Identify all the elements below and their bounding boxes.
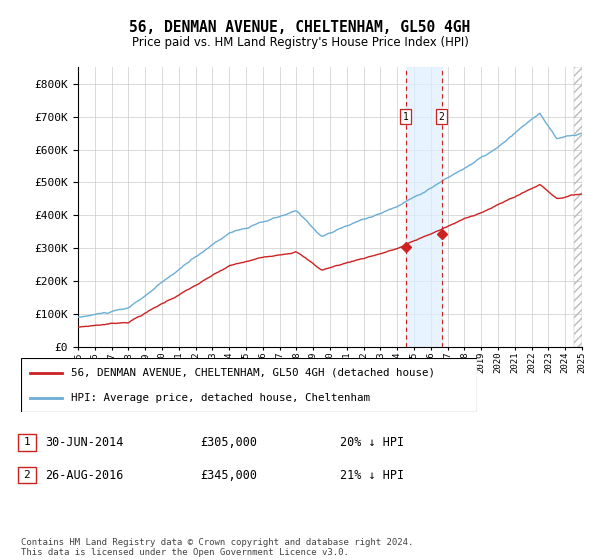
Text: £345,000: £345,000 [200, 469, 257, 482]
Text: 30-JUN-2014: 30-JUN-2014 [45, 436, 124, 449]
Text: 56, DENMAN AVENUE, CHELTENHAM, GL50 4GH: 56, DENMAN AVENUE, CHELTENHAM, GL50 4GH [130, 20, 470, 35]
Text: 56, DENMAN AVENUE, CHELTENHAM, GL50 4GH (detached house): 56, DENMAN AVENUE, CHELTENHAM, GL50 4GH … [71, 368, 435, 378]
Text: 2: 2 [439, 111, 445, 122]
Text: 1: 1 [403, 111, 409, 122]
FancyBboxPatch shape [18, 434, 36, 451]
Text: 21% ↓ HPI: 21% ↓ HPI [340, 469, 404, 482]
Bar [406, 67, 442, 347]
Text: 2: 2 [23, 470, 31, 480]
Text: 26-AUG-2016: 26-AUG-2016 [45, 469, 124, 482]
Text: 1: 1 [23, 437, 31, 447]
Text: 20% ↓ HPI: 20% ↓ HPI [340, 436, 404, 449]
Text: Price paid vs. HM Land Registry's House Price Index (HPI): Price paid vs. HM Land Registry's House … [131, 36, 469, 49]
Bar [574, 67, 582, 347]
FancyBboxPatch shape [18, 466, 36, 483]
FancyBboxPatch shape [21, 358, 477, 412]
Text: HPI: Average price, detached house, Cheltenham: HPI: Average price, detached house, Chel… [71, 393, 370, 403]
Bar [574, 67, 582, 347]
Text: Contains HM Land Registry data © Crown copyright and database right 2024.
This d: Contains HM Land Registry data © Crown c… [21, 538, 413, 557]
Text: £305,000: £305,000 [200, 436, 257, 449]
